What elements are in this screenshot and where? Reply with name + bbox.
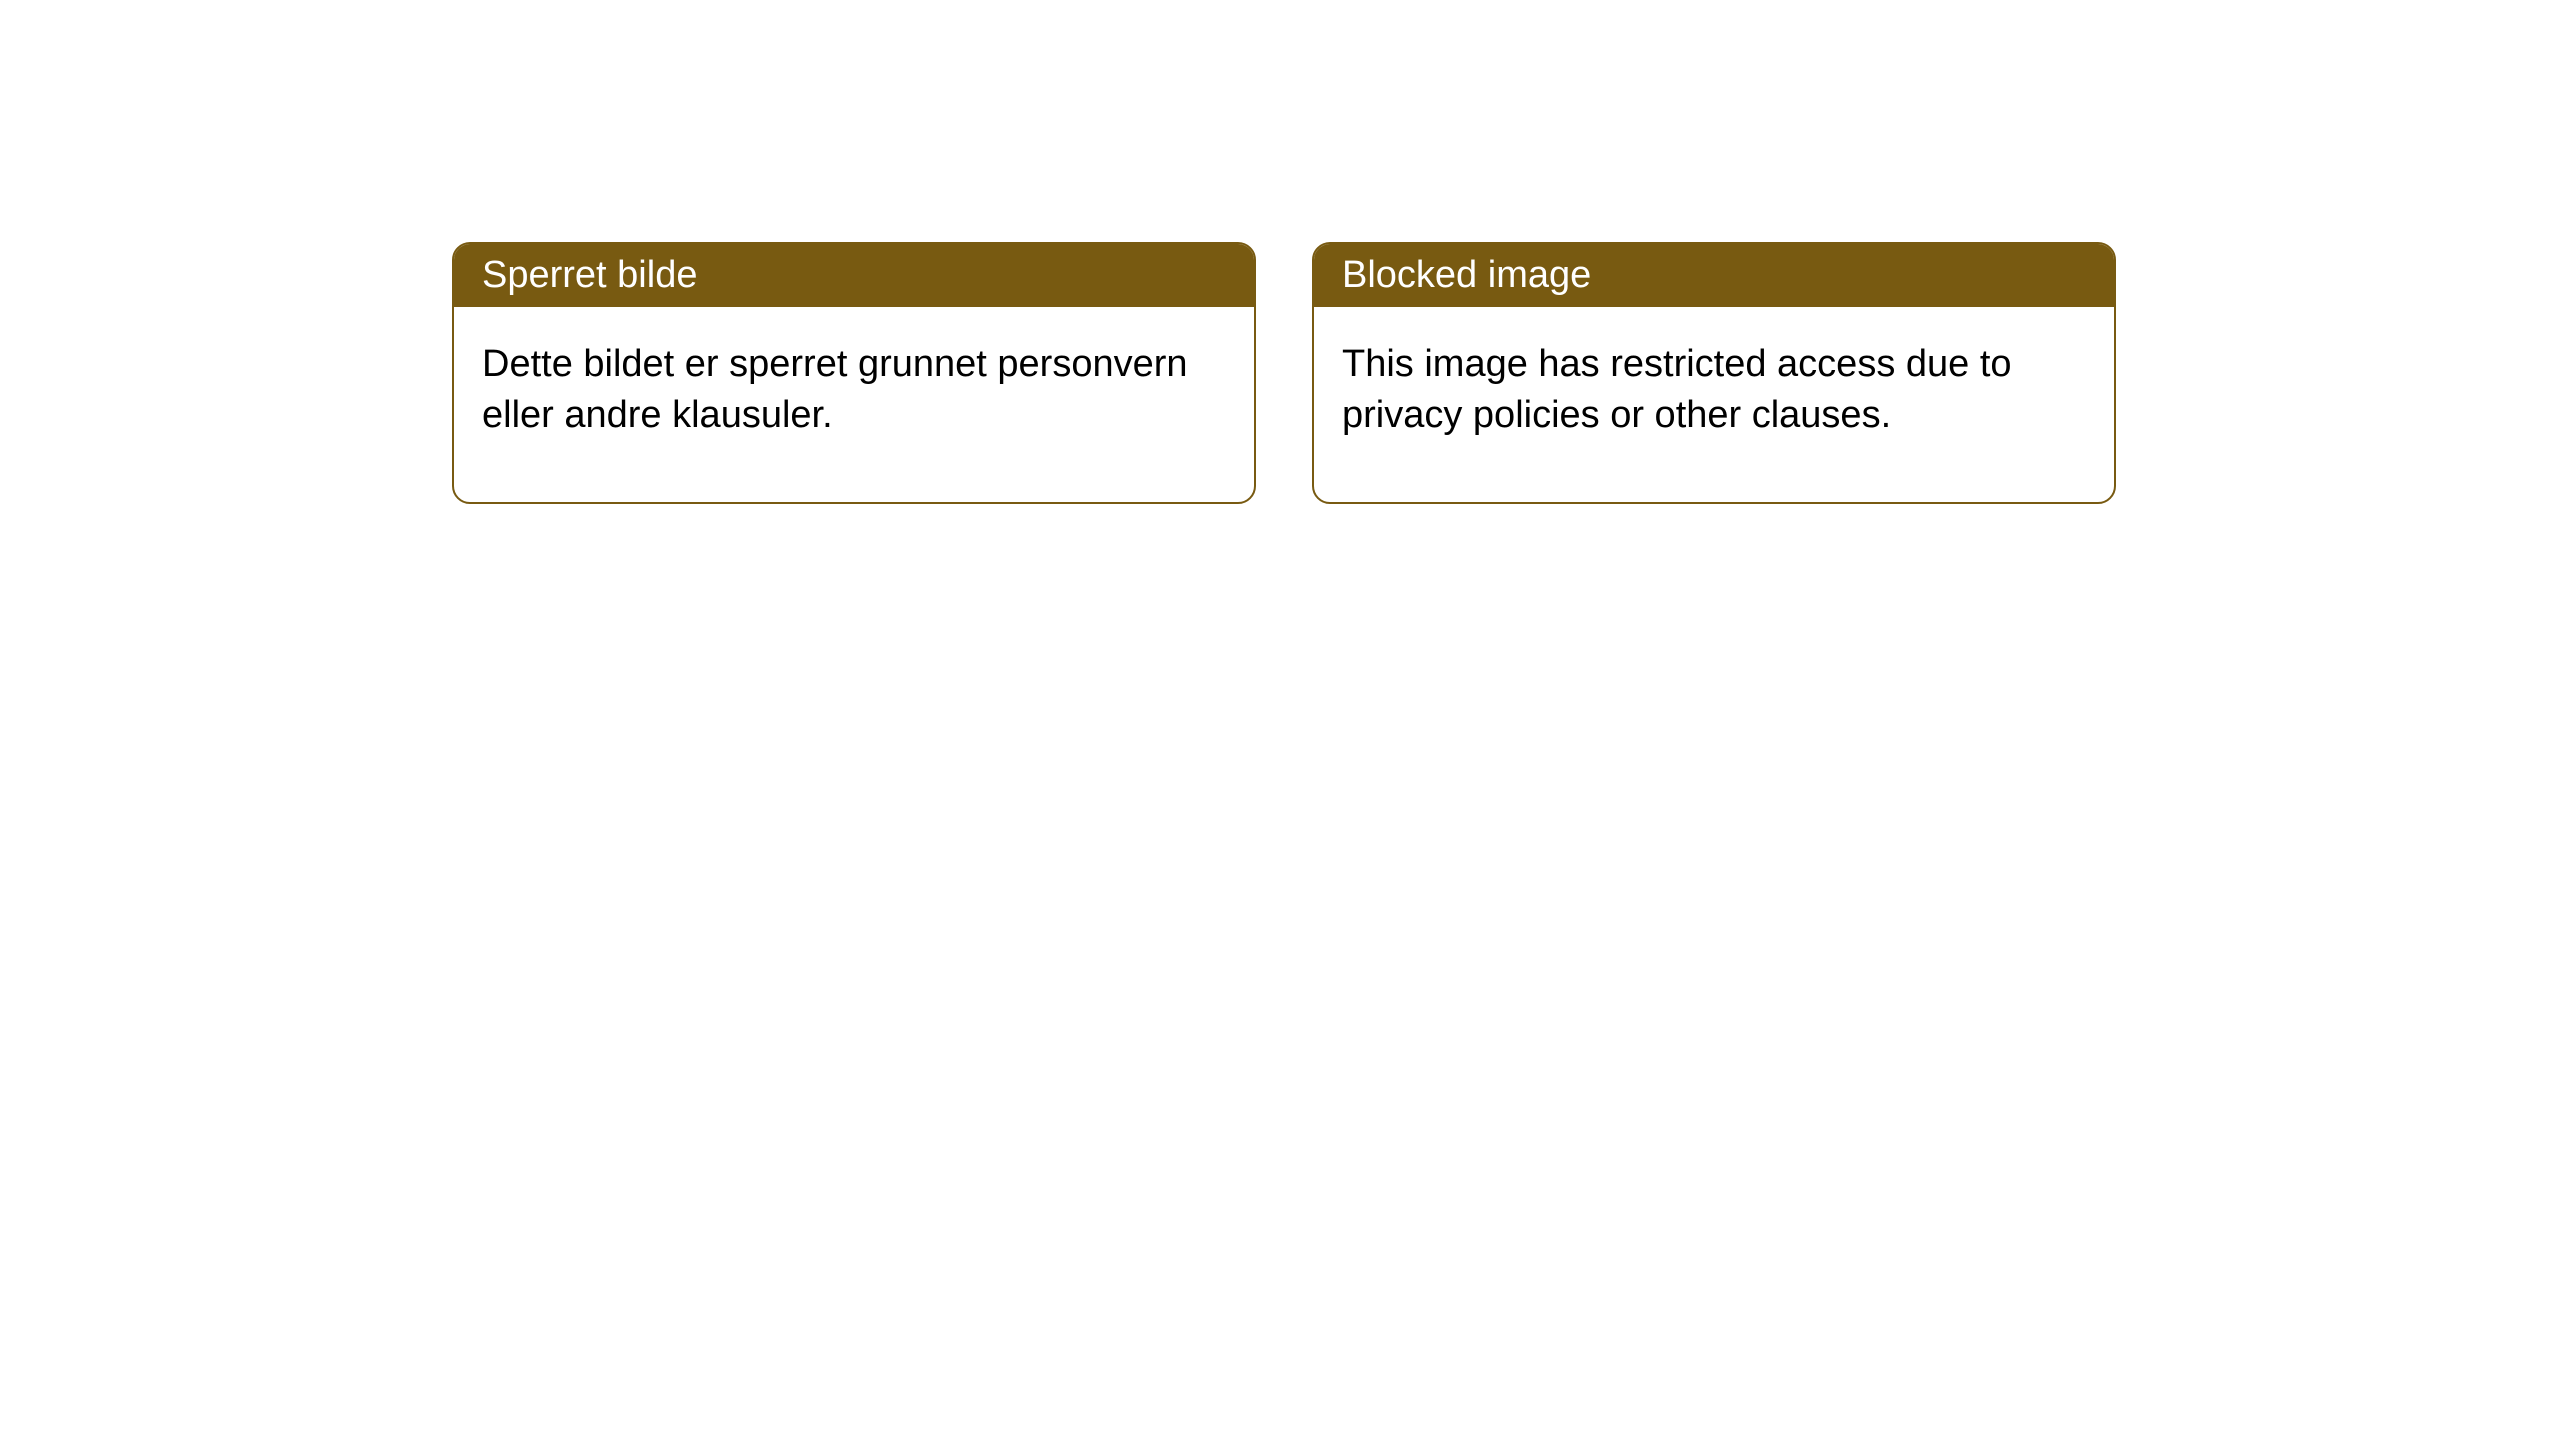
notice-body: This image has restricted access due to …: [1314, 307, 2114, 502]
notice-container: Sperret bilde Dette bildet er sperret gr…: [452, 242, 2116, 504]
notice-body: Dette bildet er sperret grunnet personve…: [454, 307, 1254, 502]
notice-box-english: Blocked image This image has restricted …: [1312, 242, 2116, 504]
notice-box-norwegian: Sperret bilde Dette bildet er sperret gr…: [452, 242, 1256, 504]
notice-header: Sperret bilde: [454, 244, 1254, 307]
notice-header: Blocked image: [1314, 244, 2114, 307]
